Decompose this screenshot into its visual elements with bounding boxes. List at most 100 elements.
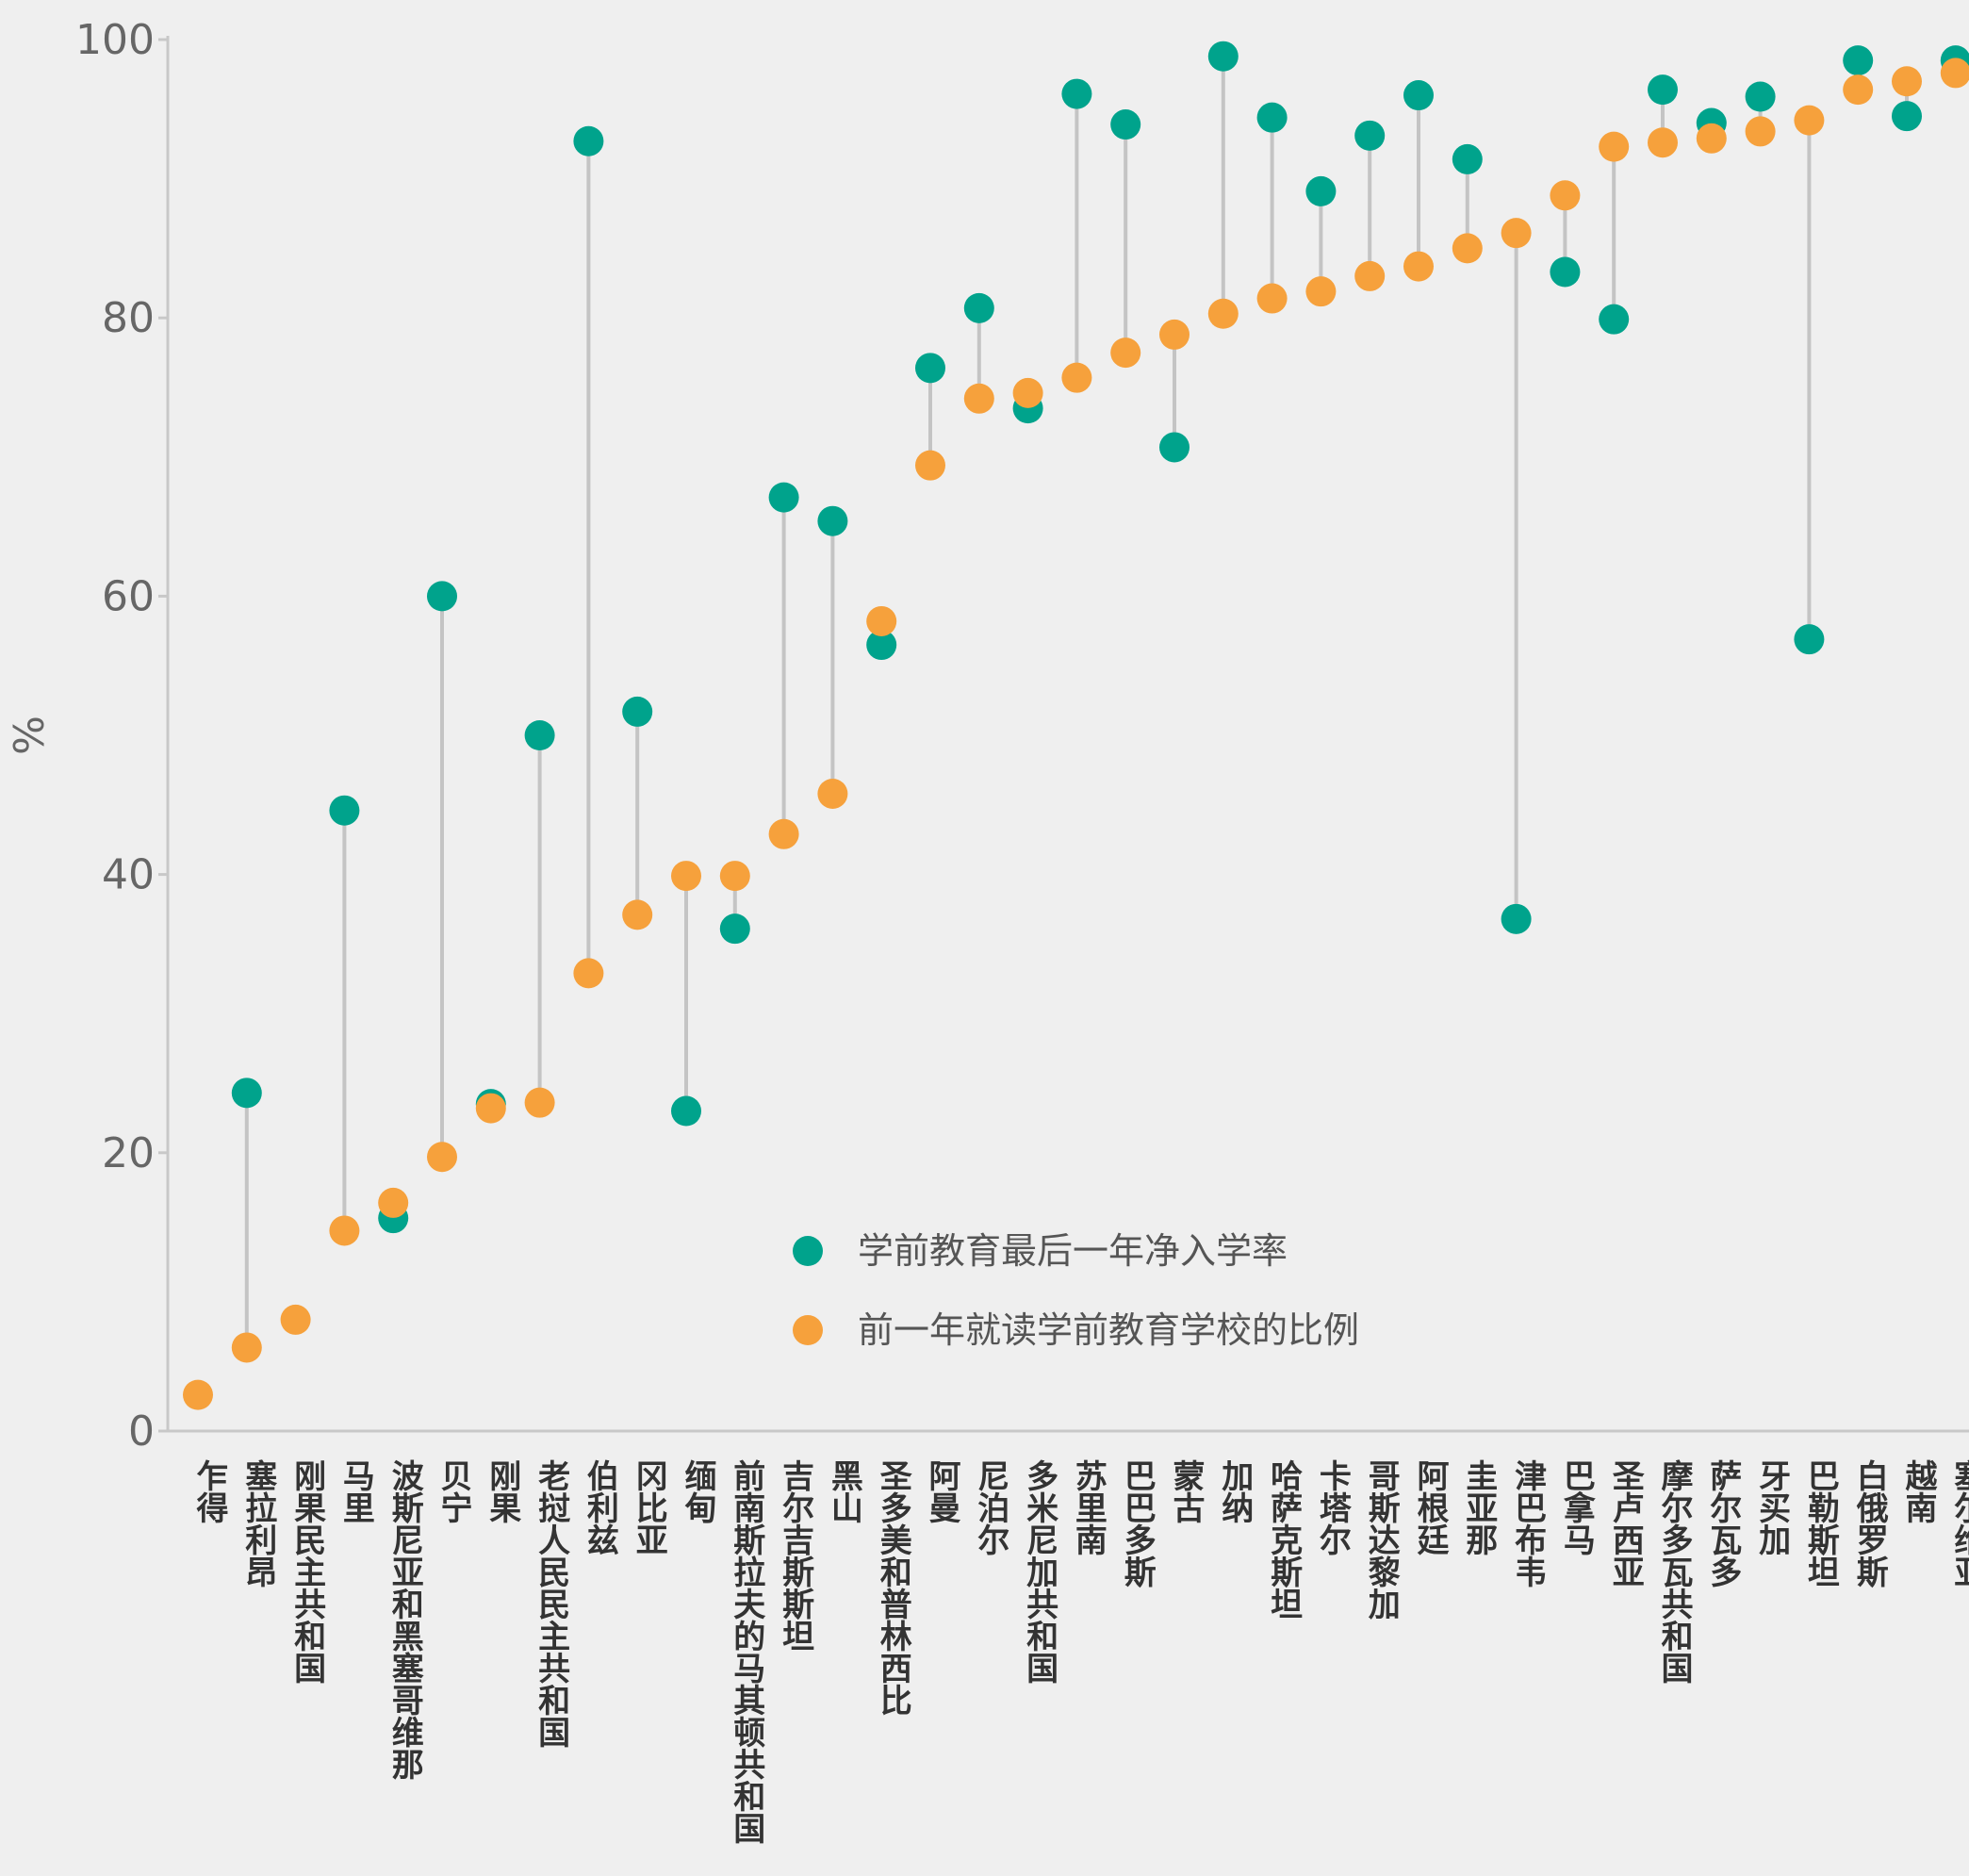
category-label: 贝宁: [435, 1459, 472, 1523]
category-label: 哈萨克斯坦: [1265, 1459, 1303, 1620]
enrollment-rate-point: [1794, 624, 1825, 655]
category-label: 刚果民主共和国: [288, 1459, 326, 1684]
preschool-attendance-point: [1550, 180, 1581, 211]
preschool-attendance-point: [1696, 123, 1727, 154]
legend-label-enrollment: 学前教育最后一年净入学率: [858, 1230, 1288, 1272]
preschool-attendance-point: [1501, 218, 1532, 249]
enrollment-rate-point: [1892, 101, 1922, 132]
preschool-attendance-point: [573, 958, 604, 989]
preschool-attendance-point: [1452, 233, 1483, 264]
category-label: 哥斯达黎加: [1362, 1459, 1400, 1621]
category-label: 苏里南: [1069, 1459, 1107, 1555]
enrollment-rate-point: [1110, 109, 1141, 140]
preschool-attendance-point: [817, 778, 848, 809]
legend-marker-attendance: [793, 1315, 823, 1345]
enrollment-rate-point: [1501, 903, 1532, 934]
preschool-attendance-point: [427, 1142, 457, 1173]
category-label: 马里: [336, 1459, 374, 1523]
enrollment-rate-point: [1159, 432, 1190, 463]
category-label: 圭亚那: [1460, 1459, 1498, 1555]
preschool-attendance-point: [1892, 66, 1922, 97]
enrollment-rate-point: [524, 720, 555, 750]
y-tick-label: 60: [102, 572, 155, 620]
enrollment-rate-point: [1403, 80, 1434, 111]
category-label: 多米尼加共和国: [1021, 1459, 1058, 1684]
category-label: 前南斯拉夫的马其顿共和国: [728, 1459, 765, 1844]
category-label: 巴勒斯坦: [1801, 1459, 1839, 1588]
preschool-attendance-point: [183, 1379, 213, 1410]
category-label: 蒙古: [1167, 1459, 1205, 1523]
preschool-attendance-point: [1648, 127, 1678, 158]
preschool-attendance-point: [475, 1093, 506, 1124]
category-label: 加纳: [1216, 1459, 1254, 1523]
preschool-attendance-point: [622, 899, 653, 930]
enrollment-rate-point: [1061, 78, 1092, 109]
enrollment-rate-point: [1256, 102, 1288, 133]
category-label: 老挝人民民主共和国: [533, 1459, 570, 1748]
category-label: 白俄罗斯: [1850, 1459, 1889, 1588]
category-label: 冈比亚: [630, 1459, 667, 1555]
preschool-attendance-point: [280, 1304, 311, 1335]
category-label: 尼泊尔: [972, 1459, 1009, 1555]
category-label: 越南: [1899, 1459, 1937, 1523]
enrollment-rate-point: [1745, 81, 1776, 112]
enrollment-rate-point: [1354, 120, 1386, 151]
category-label: 黑山: [825, 1459, 862, 1523]
category-labels: 乍得 塞拉利昂 刚果民主共和国 马里 波斯尼亚和黑塞哥维那 贝宁 刚果 老挝人民民主共和国 伯利…: [190, 1459, 1969, 1844]
enrollment-rate-point: [1550, 256, 1581, 288]
category-label: 萨尔瓦多: [1704, 1459, 1742, 1588]
enrollment-rate-point: [1305, 175, 1337, 206]
category-label: 塞拉利昂: [239, 1459, 277, 1588]
enrollment-rate-point: [329, 795, 360, 826]
enrollment-rate-point: [719, 913, 750, 945]
y-axis-title: %: [6, 716, 54, 755]
preschool-attendance-point: [524, 1087, 555, 1118]
y-tick-label: 20: [102, 1129, 155, 1177]
y-tick-label: 80: [102, 294, 155, 342]
enrollment-rate-point: [231, 1078, 262, 1109]
category-label: 圣卢西亚: [1606, 1459, 1644, 1588]
enrollment-rate-point: [622, 696, 653, 727]
enrollment-rate-point: [1648, 74, 1678, 106]
preschool-attendance-point: [378, 1187, 409, 1218]
category-label: 圣多美和普林西比: [874, 1459, 911, 1716]
enrollment-rate-point: [1599, 304, 1630, 335]
preschool-attendance-point: [1256, 283, 1288, 314]
category-label: 摩尔多瓦共和国: [1655, 1459, 1693, 1684]
enrollment-rate-point: [573, 125, 604, 156]
category-label: 巴拿马: [1557, 1459, 1595, 1555]
enrollment-rate-point: [768, 482, 799, 513]
preschool-attendance-point: [768, 818, 799, 849]
y-tick-label: 0: [128, 1407, 155, 1456]
preschool-attendance-point: [1403, 251, 1434, 282]
data-points: [183, 41, 1969, 1410]
preschool-attendance-point: [1012, 377, 1043, 408]
preschool-attendance-point: [1305, 276, 1337, 307]
enrollment-rate-point: [671, 1095, 701, 1127]
enrollment-rate-point: [866, 630, 897, 661]
enrollment-rate-point: [915, 353, 945, 384]
enrollment-rate-point: [1452, 143, 1483, 174]
preschool-attendance-point: [671, 861, 701, 892]
preschool-attendance-point: [1745, 116, 1776, 147]
category-label: 缅甸: [679, 1459, 716, 1523]
preschool-attendance-point: [719, 861, 750, 892]
category-label: 波斯尼亚和黑塞哥维那: [386, 1459, 423, 1780]
category-label: 吉尔吉斯斯坦: [777, 1459, 814, 1652]
preschool-attendance-point: [866, 605, 897, 636]
preschool-attendance-point: [1354, 260, 1386, 291]
y-axis: 0 20 40 60 80 100%: [6, 16, 1969, 1456]
preschool-attendance-point: [231, 1332, 262, 1363]
category-label: 阿曼: [923, 1459, 960, 1523]
category-label: 津巴布韦: [1509, 1459, 1547, 1588]
preschool-attendance-point: [1940, 58, 1969, 89]
category-label: 刚果: [484, 1459, 521, 1523]
category-label: 塞尔维亚: [1948, 1459, 1969, 1588]
y-tick-label: 100: [75, 16, 155, 64]
category-label: 卡塔尔: [1313, 1459, 1351, 1555]
connector-lines: [244, 56, 1958, 1348]
preschool-attendance-point: [963, 383, 994, 414]
category-label: 牙买加: [1753, 1459, 1791, 1556]
enrollment-rate-point: [427, 581, 457, 612]
